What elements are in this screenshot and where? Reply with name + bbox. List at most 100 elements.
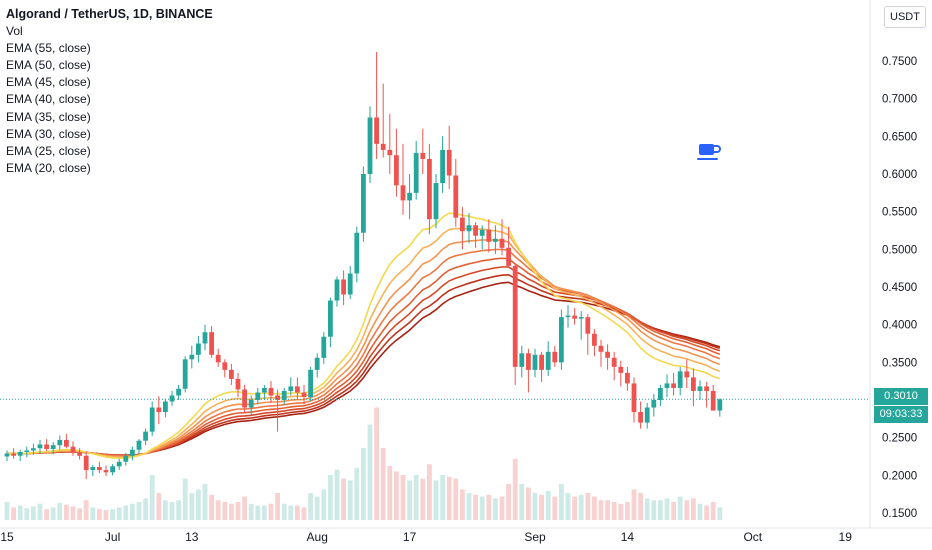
candle xyxy=(559,309,564,370)
candle xyxy=(255,387,261,405)
candle-body xyxy=(380,143,386,150)
volume-bar xyxy=(446,476,452,520)
volume-bar xyxy=(387,466,393,520)
candle xyxy=(611,351,617,381)
candle-body xyxy=(585,317,591,334)
candle-body xyxy=(11,453,16,456)
candle xyxy=(295,377,300,400)
candle-body xyxy=(710,390,716,411)
candle xyxy=(664,374,670,397)
legend-item: EMA (40, close) xyxy=(6,92,91,107)
candle-body xyxy=(169,395,175,402)
volume-bar xyxy=(691,498,696,520)
candle-body xyxy=(90,467,96,471)
candle xyxy=(328,297,333,348)
candle-body xyxy=(545,351,551,370)
volume-bar xyxy=(97,509,102,520)
volume-bar xyxy=(407,480,412,520)
volume-bar xyxy=(460,489,465,520)
legend-item: EMA (35, close) xyxy=(6,109,91,124)
volume-bar xyxy=(413,475,419,520)
volume-bar xyxy=(24,508,30,520)
volume-bar xyxy=(4,502,10,520)
candle-body xyxy=(671,383,676,388)
candle xyxy=(215,348,221,367)
candle-body xyxy=(420,152,426,159)
candle xyxy=(202,324,208,351)
volume-bar xyxy=(57,502,63,520)
candle xyxy=(222,359,228,378)
volume-bar xyxy=(64,504,69,520)
volume-bar xyxy=(189,493,195,520)
time-tick-label: 13 xyxy=(185,530,199,544)
candle xyxy=(163,398,168,418)
candle xyxy=(77,448,82,460)
candle-body xyxy=(288,386,294,391)
time-tick-label: 17 xyxy=(403,530,417,544)
volume-bar xyxy=(658,500,663,520)
volume-bar xyxy=(268,503,274,520)
candle xyxy=(473,222,478,248)
volume-bar xyxy=(512,458,518,520)
candle xyxy=(565,305,571,328)
candle-body xyxy=(519,353,525,367)
volume-bar xyxy=(545,491,551,520)
candle-body xyxy=(103,470,109,473)
volume-bar xyxy=(552,496,558,520)
candle-body xyxy=(361,174,366,233)
candle xyxy=(493,225,498,254)
candle xyxy=(334,276,340,307)
volume-bar xyxy=(328,475,333,520)
candle xyxy=(288,377,294,396)
candle xyxy=(149,401,155,437)
candles xyxy=(4,51,723,480)
candle xyxy=(156,396,162,425)
candle-body xyxy=(334,279,340,301)
price-tick-label: 0.6500 xyxy=(882,131,917,143)
price-tick-label: 0.4500 xyxy=(882,282,917,294)
candle xyxy=(90,464,96,477)
last-price-label: 0.3010 xyxy=(874,388,928,405)
candle-body xyxy=(466,225,472,232)
volume-bar xyxy=(539,494,544,520)
currency-button[interactable]: USDT xyxy=(884,6,926,28)
volume-bar xyxy=(275,493,280,520)
candle-body xyxy=(123,455,129,462)
candle xyxy=(17,449,23,462)
volume-bar xyxy=(110,509,115,520)
volume-bar xyxy=(196,489,201,520)
volume-bar xyxy=(202,484,208,520)
candle-body xyxy=(70,446,76,453)
candle xyxy=(64,433,69,449)
volume-bar xyxy=(380,448,386,520)
ema-35-line xyxy=(6,248,721,457)
candle xyxy=(229,363,234,385)
volume-bar xyxy=(242,496,247,520)
candle xyxy=(347,265,353,300)
volume-bar xyxy=(493,498,498,520)
candle-body xyxy=(281,390,287,400)
volume-bar xyxy=(70,506,76,520)
candle-body xyxy=(77,452,82,456)
candle-body xyxy=(37,444,43,449)
candle-body xyxy=(341,279,346,295)
volume-bar xyxy=(301,507,307,520)
candle-body xyxy=(578,317,584,319)
volume-bar xyxy=(314,496,320,520)
legend: Algorand / TetherUS, 1D, BINANCE Vol EMA… xyxy=(6,6,213,177)
time-tick-label: Jul xyxy=(105,530,120,544)
time-axis: 15 Jul 13 Aug 17 Sep 14 Oct 19 xyxy=(0,530,852,544)
candle xyxy=(433,174,439,229)
candle xyxy=(380,83,386,158)
volume-bar xyxy=(433,480,439,520)
price-tick-label: 0.2000 xyxy=(882,470,917,482)
candle-body xyxy=(31,448,36,451)
volume-bar xyxy=(466,493,472,520)
volume-bar xyxy=(31,506,36,520)
coffee-cup-icon[interactable] xyxy=(697,141,723,163)
candle xyxy=(407,174,412,220)
candle-body xyxy=(57,439,63,446)
volume-bar xyxy=(103,510,109,520)
candle xyxy=(83,451,89,480)
